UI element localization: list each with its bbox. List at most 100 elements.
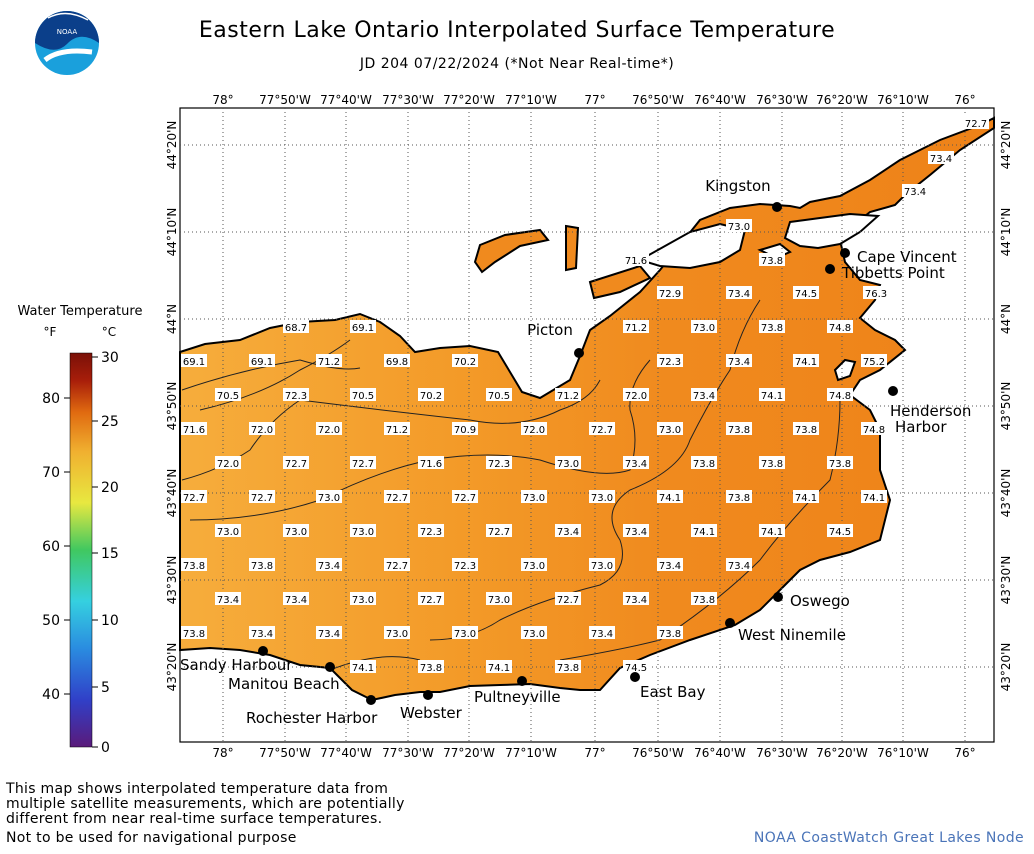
- temp-label: 74.1: [793, 354, 819, 368]
- svg-text:73.4: 73.4: [318, 629, 340, 640]
- svg-text:74.8: 74.8: [863, 425, 885, 436]
- temp-label: 73.0: [691, 320, 717, 334]
- place-label: Picton: [527, 321, 573, 339]
- svg-text:74.1: 74.1: [795, 357, 817, 368]
- temp-label: 71.6: [418, 456, 444, 470]
- temp-label: 73.4: [902, 184, 928, 198]
- temp-label: 73.4: [623, 592, 649, 606]
- temp-label: 70.5: [486, 388, 512, 402]
- svg-text:72.7: 72.7: [386, 561, 408, 572]
- map-subtitle: JD 204 07/22/2024 (*Not Near Real-time*): [359, 56, 675, 72]
- legend-unit-c: °C: [102, 325, 116, 339]
- svg-text:72.3: 72.3: [659, 357, 681, 368]
- svg-text:73.4: 73.4: [285, 595, 307, 606]
- c-tick-label: 15: [101, 546, 119, 562]
- svg-text:76.3: 76.3: [865, 289, 887, 300]
- svg-text:71.2: 71.2: [386, 425, 408, 436]
- lat-label: 44°20'N: [999, 121, 1013, 170]
- legend-title: Water Temperature: [18, 304, 143, 319]
- temp-label: 73.4: [283, 592, 309, 606]
- place-sandy-harbour: Sandy Harbour: [180, 646, 293, 674]
- svg-text:73.0: 73.0: [454, 629, 476, 640]
- svg-text:73.0: 73.0: [523, 561, 545, 572]
- f-tick-label: 60: [42, 539, 60, 555]
- temp-label: 73.0: [350, 592, 376, 606]
- temp-label: 72.9: [657, 286, 683, 300]
- place-dot: [423, 690, 433, 700]
- temp-label: 73.0: [521, 558, 547, 572]
- place-dot: [325, 662, 335, 672]
- bay-segment-2: [588, 264, 652, 300]
- temp-label: 72.7: [181, 490, 207, 504]
- temp-label: 74.5: [793, 286, 819, 300]
- place-east-bay: East Bay: [630, 672, 706, 701]
- temp-label: 73.0: [316, 490, 342, 504]
- map-frame: 72.7 73.4 73.4 73.0 71.6 73.8 72.9 73.4 74.5 76.3…: [179, 107, 995, 743]
- svg-text:73.8: 73.8: [761, 459, 783, 470]
- svg-text:72.0: 72.0: [318, 425, 340, 436]
- svg-text:73.0: 73.0: [352, 595, 374, 606]
- temp-label: 74.1: [861, 490, 887, 504]
- svg-text:73.4: 73.4: [217, 595, 239, 606]
- colorbar: [69, 352, 93, 748]
- place-dot: [258, 646, 268, 656]
- svg-text:75.2: 75.2: [863, 357, 885, 368]
- temp-label: 73.4: [316, 558, 342, 572]
- svg-text:73.0: 73.0: [523, 493, 545, 504]
- svg-text:68.7: 68.7: [285, 323, 307, 334]
- temp-label: 73.8: [726, 422, 752, 436]
- svg-text:73.4: 73.4: [693, 391, 715, 402]
- lat-label: 43°50'N: [999, 382, 1013, 431]
- svg-text:73.0: 73.0: [693, 323, 715, 334]
- svg-text:73.8: 73.8: [693, 595, 715, 606]
- temp-label: 69.8: [384, 354, 410, 368]
- temp-label: 72.0: [521, 422, 547, 436]
- svg-text:70.5: 70.5: [217, 391, 239, 402]
- lon-label: 76°: [954, 93, 975, 107]
- temp-label: 70.2: [452, 354, 478, 368]
- lon-label: 77°30'W: [382, 746, 434, 760]
- place-dot: [630, 672, 640, 682]
- svg-text:72.0: 72.0: [523, 425, 545, 436]
- credit-link[interactable]: NOAA CoastWatch Great Lakes Node: [753, 830, 1024, 846]
- c-tick-label: 20: [101, 480, 119, 496]
- svg-text:72.7: 72.7: [352, 459, 374, 470]
- temp-label: 73.8: [181, 626, 207, 640]
- temp-label: 72.7: [555, 592, 581, 606]
- temp-label: 74.1: [759, 524, 785, 538]
- c-tick-label: 30: [101, 350, 119, 366]
- place-dot: [366, 695, 376, 705]
- temp-label: 73.8: [759, 253, 785, 267]
- galloo-island: [833, 358, 857, 382]
- temp-label: 72.3: [418, 524, 444, 538]
- lat-label: 44°20'N: [165, 121, 179, 170]
- temp-label: 73.4: [623, 524, 649, 538]
- temp-label: 72.7: [384, 490, 410, 504]
- lon-label: 76°50'W: [632, 93, 684, 107]
- lat-label: 44°10'N: [999, 208, 1013, 257]
- svg-text:73.0: 73.0: [557, 459, 579, 470]
- svg-text:72.7: 72.7: [251, 493, 273, 504]
- lat-label: 43°50'N: [165, 382, 179, 431]
- temp-label: 74.1: [486, 660, 512, 674]
- lat-label: 43°30'N: [999, 556, 1013, 605]
- longitude-labels-top: 78° 77°50'W 77°40'W 77°30'W 77°20'W 77°10'W 77…: [212, 93, 975, 107]
- svg-text:73.8: 73.8: [420, 663, 442, 674]
- svg-text:70.2: 70.2: [454, 357, 476, 368]
- place-label: Sandy Harbour: [180, 656, 293, 674]
- svg-text:74.1: 74.1: [761, 391, 783, 402]
- svg-text:74.1: 74.1: [659, 493, 681, 504]
- temp-label: 69.1: [249, 354, 275, 368]
- svg-text:73.8: 73.8: [795, 425, 817, 436]
- lon-label: 77°: [584, 746, 605, 760]
- temp-label: 73.0: [521, 490, 547, 504]
- temp-label: 74.1: [350, 660, 376, 674]
- svg-text:73.0: 73.0: [386, 629, 408, 640]
- legend-unit-f: °F: [44, 325, 57, 339]
- temp-label: 73.0: [350, 524, 376, 538]
- temp-label: 72.0: [215, 456, 241, 470]
- temp-label: 73.0: [452, 626, 478, 640]
- temp-label: 73.0: [486, 592, 512, 606]
- svg-text:72.3: 72.3: [420, 527, 442, 538]
- temp-label: 73.0: [657, 422, 683, 436]
